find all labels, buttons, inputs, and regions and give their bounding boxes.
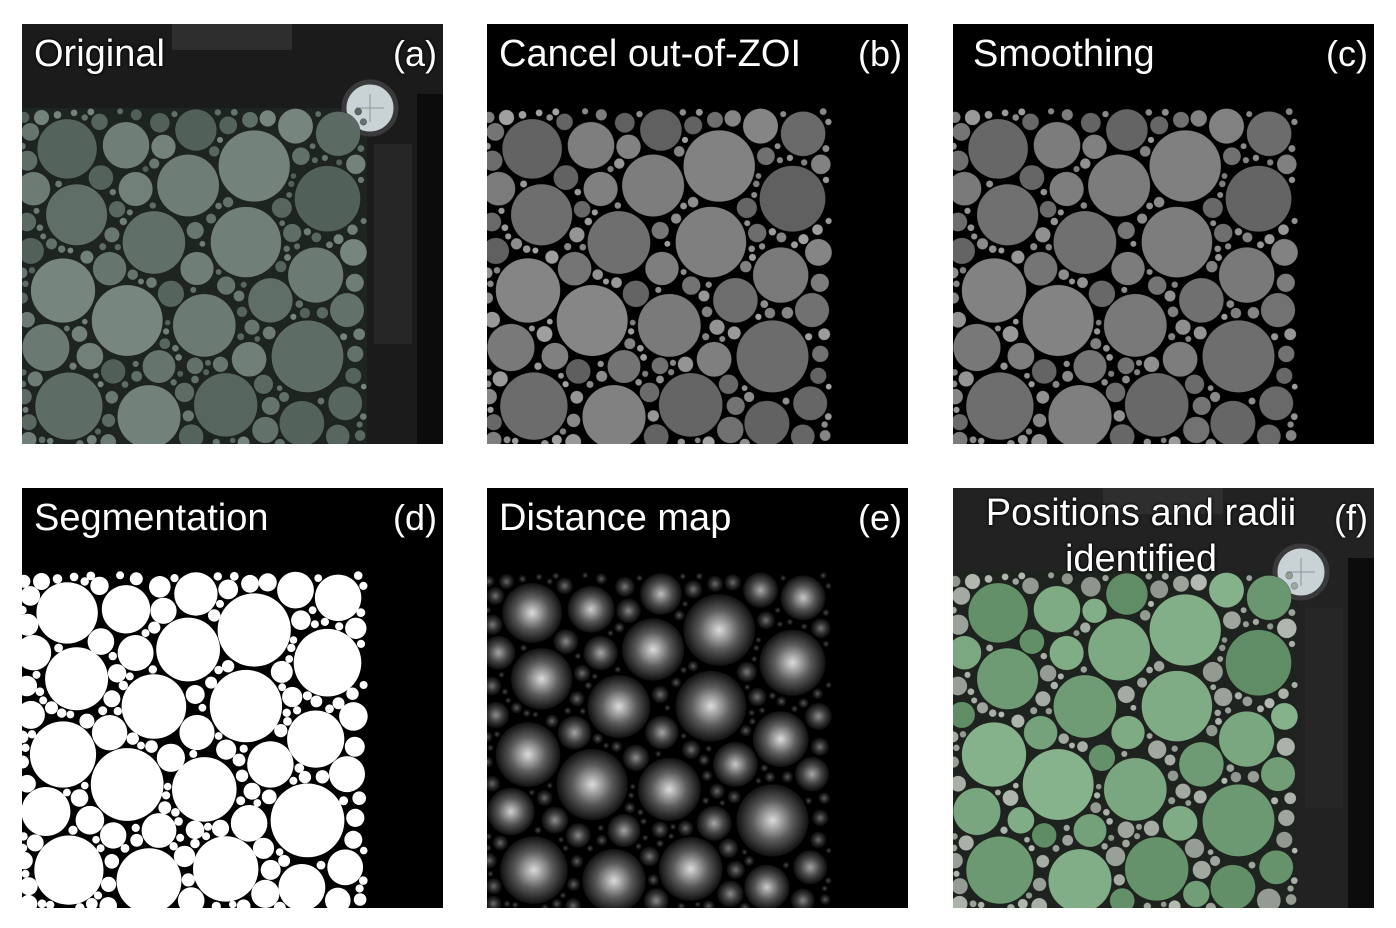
panel-cancel-out-of-zoi: Cancel out-of-ZOI (b)	[487, 24, 908, 444]
segmentation-image	[22, 571, 368, 908]
gray-image	[487, 107, 833, 444]
panel-title-cancel: Cancel out-of-ZOI	[499, 33, 801, 75]
smoothed-image	[953, 107, 1299, 444]
panel-distance-map: Distance map (e)	[487, 488, 908, 908]
distance-map-image	[487, 572, 832, 908]
panel-title-positions-line2: identified	[1064, 538, 1218, 580]
panel-letter-e: (e)	[858, 497, 902, 538]
panel-segmentation: Segmentation (d)	[22, 488, 443, 908]
panel-letter-f: (f)	[1334, 497, 1368, 538]
panel-letter-d: (d)	[393, 497, 437, 538]
identified-image	[953, 488, 1374, 908]
panel-letter-a: (a)	[393, 33, 437, 74]
original-photo	[22, 24, 443, 444]
panel-positions-radii: Positions and radii identified (f)	[953, 488, 1374, 908]
panel-title-smoothing: Smoothing	[973, 33, 1155, 75]
panel-letter-c: (c)	[1326, 33, 1368, 74]
panel-title-original: Original	[34, 33, 165, 75]
panel-title-positions: Positions and radii identified	[971, 490, 1311, 582]
panel-title-segmentation: Segmentation	[34, 497, 269, 539]
panel-letter-b: (b)	[858, 33, 902, 74]
panel-title-positions-line1: Positions and radii	[985, 492, 1297, 534]
panel-original: Original (a)	[22, 24, 443, 444]
panel-title-distance-map: Distance map	[499, 497, 732, 539]
panel-smoothing: Smoothing (c)	[953, 24, 1374, 444]
